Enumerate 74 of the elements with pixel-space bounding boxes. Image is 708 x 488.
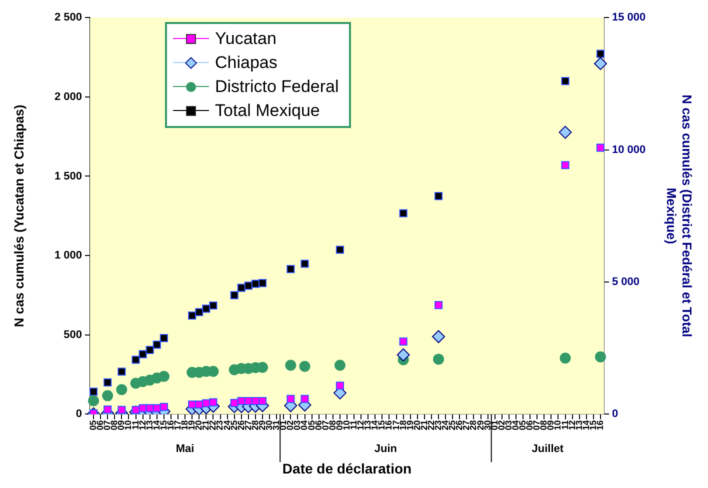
y2-tick-label: 0 [612,408,618,420]
y-tick-label: 0 [76,408,82,420]
point [158,370,170,382]
x-tick-label: 31 [271,420,282,430]
point [258,279,267,288]
point [596,50,605,58]
y2-tick-label: 15 000 [612,12,646,24]
point [118,406,126,414]
legend-label: Districto Federal [215,77,339,97]
text: Juin [374,443,398,456]
point [230,291,238,300]
point [230,398,238,407]
point [188,312,196,320]
y-axis-title: N cas cumulés (Yucatan et Chiapas) [11,104,26,328]
point [104,378,112,386]
point [558,126,572,139]
point [146,346,154,354]
point [399,338,408,346]
point [594,351,606,362]
y-tick-label: 1 500 [54,170,82,182]
point [434,192,443,200]
legend-label: Total Mexique [215,101,320,121]
text: Mai [176,443,194,456]
point [209,398,218,406]
y-tick-label: 2 000 [54,90,82,103]
point [399,209,408,218]
legend-label: Yucatan [215,29,276,49]
point [202,399,210,408]
y-tick-label: 1 000 [54,250,82,262]
point [334,360,346,371]
point [209,301,218,310]
point [560,352,571,364]
y2-tick-label: 10 000 [612,144,646,156]
point [195,308,204,316]
point [152,340,161,349]
point [118,368,126,376]
point [104,406,112,414]
point [594,57,607,70]
point [299,360,310,372]
point [160,402,168,411]
y-tick-label: 500 [64,328,82,341]
point [336,382,344,390]
point [286,394,295,403]
point [88,395,100,406]
point [432,330,446,344]
point [285,360,296,371]
x-axis-title: Date de déclaration [282,460,412,476]
y2-axis-title: N cas cumulés (District Fedéral et Total Mexique) [664,94,695,338]
point [89,388,98,396]
point [596,144,605,152]
legend-label: Chiapas [215,53,278,73]
text: Juillet [532,443,564,456]
y2-tick-label: 5 000 [612,276,640,288]
y-tick-label: 2 500 [54,12,82,24]
point [300,260,309,268]
point [434,301,443,310]
point [286,265,295,274]
point [300,394,309,403]
point [237,284,246,292]
point [336,246,344,254]
point [202,304,210,313]
point [257,362,268,373]
point [102,390,114,402]
point [138,350,147,358]
point [116,384,128,396]
point [561,161,570,170]
x-tick-label: 17 [172,420,182,430]
point [160,334,168,342]
point [561,77,570,86]
point [132,406,140,414]
point [396,348,410,362]
point [132,356,140,364]
point [433,354,444,365]
point [258,396,267,406]
